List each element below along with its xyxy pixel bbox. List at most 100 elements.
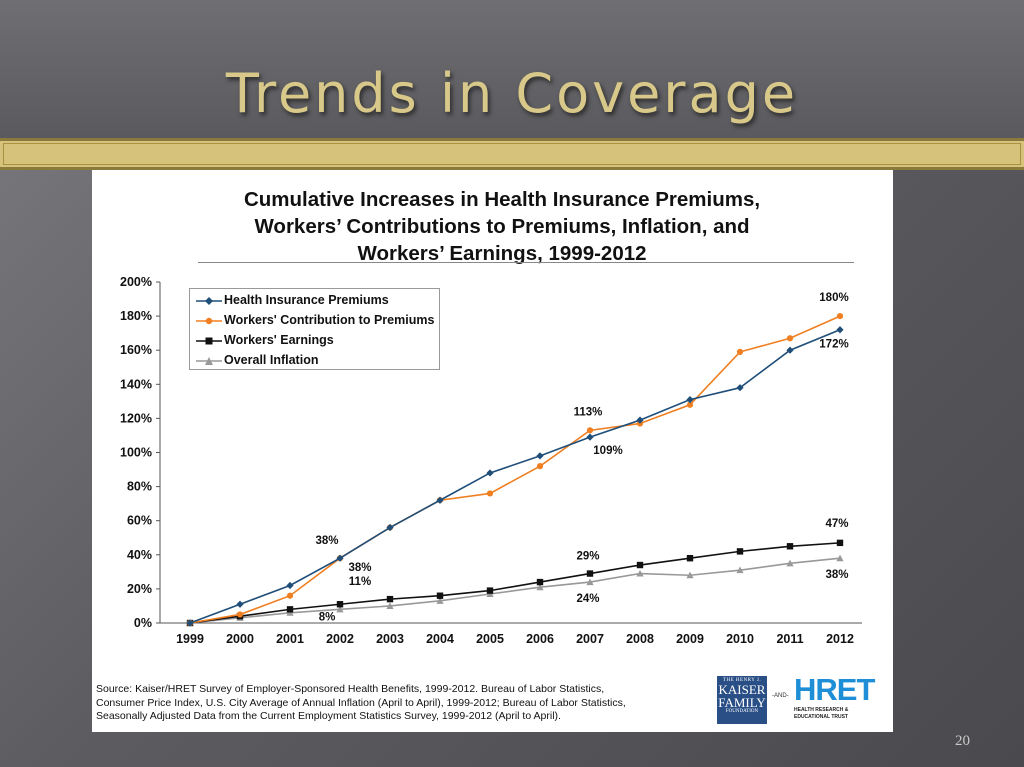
data-label: 38% xyxy=(315,535,338,547)
chart-panel: Cumulative Increases in Health Insurance… xyxy=(92,170,893,732)
data-point-square xyxy=(386,595,394,603)
x-tick-label: 1999 xyxy=(176,632,204,646)
data-label: 38% xyxy=(825,569,848,581)
legend-label-earnings: Workers' Earnings xyxy=(224,333,334,347)
data-point-diamond xyxy=(536,452,544,460)
data-point-diamond xyxy=(786,346,794,354)
chart-title-line-1: Cumulative Increases in Health Insurance… xyxy=(243,188,761,211)
source-line-1: Source: Kaiser/HRET Survey of Employer-S… xyxy=(96,683,605,695)
chart-title-rule xyxy=(198,262,854,263)
chart-title-line-2: Workers’ Contributions to Premiums, Infl… xyxy=(254,215,750,238)
data-point-triangle xyxy=(336,605,344,613)
y-tick-label: 40% xyxy=(127,548,152,562)
legend-label-premiums: Health Insurance Premiums xyxy=(224,293,389,307)
y-tick-label: 140% xyxy=(120,377,152,391)
data-point-circle xyxy=(286,592,294,599)
data-point-square xyxy=(686,555,694,562)
data-label: 113% xyxy=(574,406,603,418)
legend-label-contribution: Workers' Contribution to Premiums xyxy=(224,313,435,327)
hret-logo: HRET HEALTH RESEARCH & EDUCATIONAL TRUST xyxy=(794,672,875,721)
data-point-triangle xyxy=(786,559,794,567)
x-tick-label: 2007 xyxy=(576,632,604,646)
x-tick-label: 2002 xyxy=(326,632,354,646)
data-point-diamond xyxy=(236,600,244,608)
x-tick-label: 2010 xyxy=(726,632,754,646)
slide-header-background xyxy=(0,0,1024,140)
x-tick-label: 2003 xyxy=(376,632,404,646)
data-point-square xyxy=(786,543,794,550)
data-point-triangle xyxy=(636,569,644,577)
y-tick-label: 120% xyxy=(120,411,152,425)
data-point-diamond xyxy=(486,469,494,477)
data-label: 11% xyxy=(349,576,371,588)
series-line xyxy=(189,542,841,624)
y-tick-label: 60% xyxy=(127,514,152,528)
data-point-square xyxy=(336,601,344,608)
data-point-circle xyxy=(736,348,744,356)
data-label: 180% xyxy=(819,292,848,304)
data-label: 24% xyxy=(576,593,599,605)
y-tick-label: 180% xyxy=(120,309,152,323)
kaiser-family-foundation-logo: THE HENRY J. KAISER FAMILY FOUNDATION xyxy=(717,676,767,724)
data-point-triangle xyxy=(586,578,594,586)
data-point-diamond xyxy=(386,523,394,532)
data-point-diamond xyxy=(286,581,294,590)
x-tick-label: 2011 xyxy=(776,632,803,646)
data-point-triangle xyxy=(836,554,844,562)
x-tick-label: 2006 xyxy=(526,632,554,646)
y-tick-label: 100% xyxy=(120,446,152,460)
slide-title: Trends in Coverage xyxy=(225,62,799,125)
data-label: 172% xyxy=(819,339,848,351)
data-point-circle xyxy=(836,313,844,320)
chart-legend: Health Insurance Premiums Workers' Contr… xyxy=(189,288,440,370)
series-line xyxy=(189,328,841,624)
data-point-square xyxy=(736,548,744,555)
x-tick-label: 2004 xyxy=(426,632,454,646)
y-tick-label: 0% xyxy=(134,616,152,630)
page-number: 20 xyxy=(955,733,970,749)
logo-and-separator: -AND- xyxy=(772,693,789,699)
y-tick-label: 20% xyxy=(127,582,152,596)
data-point-square xyxy=(586,570,594,577)
legend-diamond-marker-icon xyxy=(196,297,222,305)
y-tick-label: 80% xyxy=(127,480,152,494)
x-tick-label: 2001 xyxy=(276,632,304,646)
x-tick-label: 2005 xyxy=(476,632,504,646)
data-label: 38% xyxy=(348,562,371,574)
data-label: 29% xyxy=(576,551,599,563)
data-label: 8% xyxy=(319,611,336,623)
x-tick-label: 2008 xyxy=(626,632,654,646)
data-label: 47% xyxy=(825,518,848,530)
y-tick-label: 200% xyxy=(120,275,152,289)
data-point-square xyxy=(486,587,494,594)
data-point-diamond xyxy=(336,554,344,562)
data-point-circle xyxy=(486,490,494,497)
title-divider-bar xyxy=(0,138,1024,170)
x-tick-label: 2000 xyxy=(226,632,254,646)
data-point-circle xyxy=(536,463,544,470)
chart-title: Cumulative Increases in Health Insurance… xyxy=(132,186,872,267)
source-note: Source: Kaiser/HRET Survey of Employer-S… xyxy=(96,683,696,724)
y-tick-label: 160% xyxy=(120,343,152,357)
legend-label-inflation: Overall Inflation xyxy=(224,353,319,367)
series-line xyxy=(189,557,841,624)
data-point-diamond xyxy=(186,619,194,627)
legend-circle-marker-icon xyxy=(196,317,222,325)
data-point-diamond xyxy=(586,433,594,441)
data-point-circle xyxy=(586,427,594,434)
legend-triangle-marker-icon xyxy=(196,357,222,365)
line-chart: 0% 20% 40% 60% 80% 100% 120% 140% 160% 180% 200% 19… xyxy=(120,275,862,646)
source-line-2: Consumer Price Index, U.S. City Average … xyxy=(96,696,626,709)
series-line xyxy=(189,315,841,624)
data-point-diamond xyxy=(836,326,844,334)
data-point-triangle xyxy=(536,583,544,591)
x-tick-label: 2009 xyxy=(676,632,704,646)
data-point-square xyxy=(536,578,544,586)
data-point-square xyxy=(836,539,844,547)
x-tick-label: 2012 xyxy=(826,632,854,646)
data-label: 109% xyxy=(593,445,622,457)
data-point-diamond xyxy=(436,496,444,504)
data-point-circle xyxy=(786,335,794,342)
data-point-square xyxy=(286,606,294,613)
source-line-3: Seasonally Adjusted Data from the Curren… xyxy=(96,710,561,722)
